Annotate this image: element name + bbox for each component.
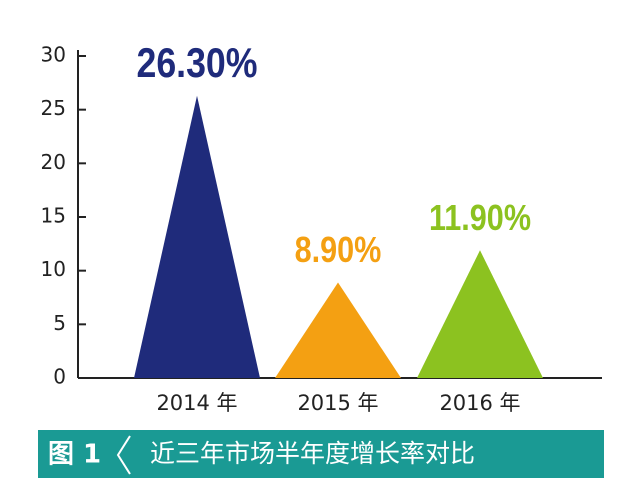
triangle-bar bbox=[275, 282, 401, 378]
x-tick-label: 2016 年 bbox=[439, 391, 520, 415]
x-tick-label: 2014 年 bbox=[156, 391, 237, 415]
y-tick-label: 10 bbox=[41, 257, 66, 281]
y-tick-label: 25 bbox=[41, 96, 66, 120]
caption: 近三年市场半年度增长率对比 bbox=[150, 439, 475, 468]
y-tick-label: 5 bbox=[53, 311, 66, 335]
value-label: 11.90% bbox=[429, 199, 531, 239]
y-tick-label: 20 bbox=[41, 150, 66, 174]
chevron bbox=[116, 435, 131, 475]
y-tick-label: 30 bbox=[41, 43, 66, 67]
x-tick-label: 2015 年 bbox=[297, 391, 378, 415]
triangle-bar bbox=[417, 250, 543, 378]
figure-label: 图 1 bbox=[48, 440, 101, 470]
y-tick-label: 0 bbox=[53, 365, 66, 389]
y-tick-label: 15 bbox=[41, 204, 66, 228]
caption-bar bbox=[38, 430, 604, 478]
triangle-bar bbox=[134, 95, 260, 379]
value-label: 26.30% bbox=[136, 40, 257, 86]
value-label: 8.90% bbox=[295, 231, 382, 271]
